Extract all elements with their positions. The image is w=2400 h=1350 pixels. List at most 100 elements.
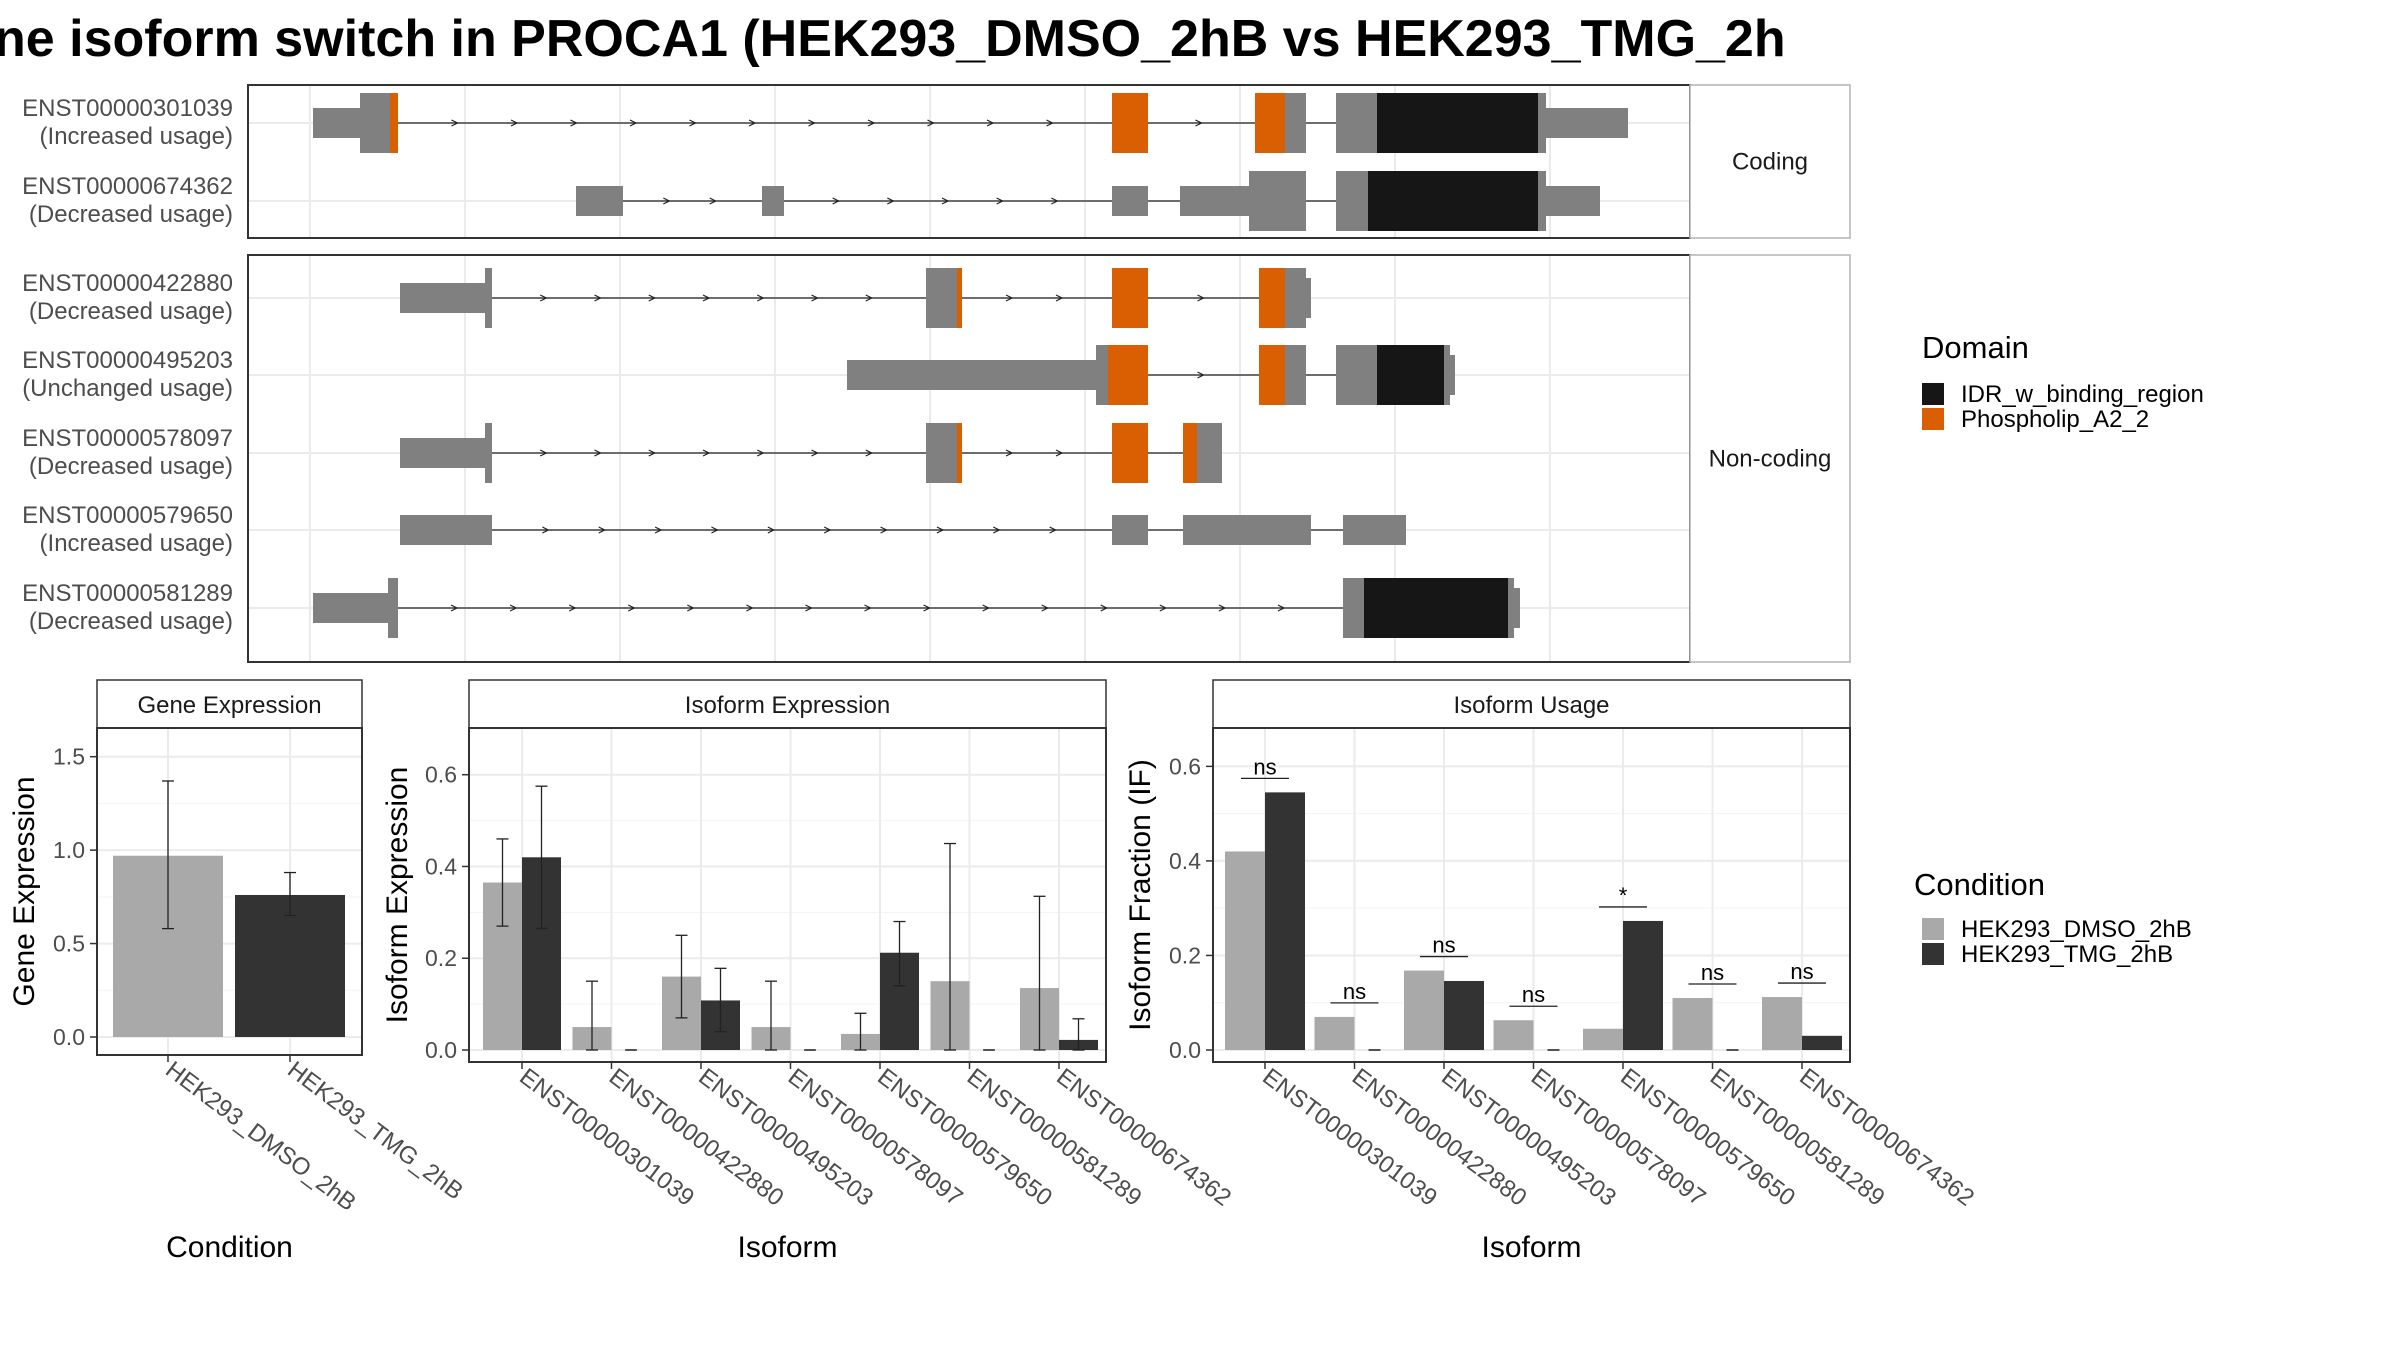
structure-panel-coding: Coding ENST00000301039(Increased usage) EN… xyxy=(22,84,1851,239)
error-bar xyxy=(1072,1018,1085,1051)
exon-block xyxy=(360,93,390,153)
figure-title: ne isoform switch in PROCA1 (HEK293_DMSO… xyxy=(0,10,1786,68)
transcript-usage-label: (Decreased usage) xyxy=(29,453,233,480)
domain-legend-label: IDR_w_binding_region xyxy=(1961,381,2204,408)
intron-arrow xyxy=(1159,604,1168,612)
transcript-model xyxy=(313,578,1520,638)
exon-block xyxy=(1180,186,1249,216)
intron-arrow xyxy=(1055,294,1064,302)
y-axis-title: Isoform Expression xyxy=(381,767,414,1024)
tmg-legend-swatch xyxy=(1922,943,1944,965)
structure-strip xyxy=(1689,84,1851,239)
intron-arrow xyxy=(1218,604,1227,612)
exon-block xyxy=(1343,515,1406,545)
idr-domain-segment xyxy=(1377,345,1444,405)
domain-legend-title: Domain xyxy=(1922,330,2029,365)
exon-block xyxy=(1336,345,1377,405)
y-tick-label: 1.5 xyxy=(53,744,85,770)
error-bar xyxy=(535,785,548,930)
error-bar xyxy=(714,967,727,1033)
tmg-bar xyxy=(1444,980,1484,1050)
transcript-id-label: ENST00000422880 xyxy=(22,270,233,297)
panel-strip xyxy=(1212,679,1851,729)
phospholip-domain-segment xyxy=(1259,268,1285,328)
transcript-model xyxy=(576,171,1600,231)
exon-block xyxy=(400,438,485,468)
y-tick-label: 0.6 xyxy=(425,762,457,788)
panel-strip-label: Isoform Usage xyxy=(1453,692,1609,719)
exon-block xyxy=(485,423,492,483)
intron-arrow xyxy=(1277,604,1286,612)
transcript-usage-label: (Decreased usage) xyxy=(29,201,233,228)
intron-arrow xyxy=(509,604,518,612)
intron-arrow xyxy=(767,526,776,534)
error-bar xyxy=(893,920,906,987)
significance-label: ns xyxy=(1522,982,1545,1007)
phospholip-domain-segment xyxy=(1255,93,1285,153)
intron-arrow xyxy=(865,449,874,457)
exon-block xyxy=(1285,268,1306,328)
dmso-bar xyxy=(1404,970,1444,1050)
exon-block xyxy=(1285,345,1306,405)
phospholip-domain-segment xyxy=(390,93,398,153)
condition-legend-title: Condition xyxy=(1914,867,2045,902)
intron-arrow xyxy=(702,449,711,457)
exon-block xyxy=(1546,186,1600,216)
panel-strip xyxy=(468,679,1107,729)
x-axis-title: Isoform xyxy=(1481,1231,1581,1264)
y-tick-label: 0.0 xyxy=(425,1037,457,1063)
transcript-id-label: ENST00000581289 xyxy=(22,580,233,607)
dmso-bar xyxy=(1672,998,1713,1050)
significance-label: ns xyxy=(1790,959,1813,984)
transcript-usage-label: (Increased usage) xyxy=(40,530,233,557)
intron-arrow xyxy=(805,604,813,612)
significance-label: * xyxy=(1619,883,1628,908)
y-tick-label: 0.0 xyxy=(53,1024,85,1050)
intron-arrow xyxy=(1005,294,1014,302)
tmg-bar xyxy=(235,894,345,1037)
exon-block xyxy=(485,268,492,328)
intron-arrow xyxy=(654,526,663,534)
intron-arrow xyxy=(941,197,950,205)
transcript-model xyxy=(313,93,1628,153)
intron-arrow xyxy=(832,197,841,205)
intron-arrow xyxy=(811,449,819,457)
transcript-id-label: ENST00000674362 xyxy=(22,173,233,200)
intron-arrow xyxy=(936,526,945,534)
intron-arrow xyxy=(756,294,765,302)
error-bar xyxy=(675,934,688,1019)
intron-arrow xyxy=(1197,371,1205,379)
intron-arrow xyxy=(510,119,519,127)
exon-block xyxy=(1343,578,1364,638)
exon-block xyxy=(313,593,388,623)
exon-block xyxy=(1538,93,1546,153)
intron-arrow xyxy=(811,294,819,302)
intron-arrow xyxy=(996,197,1005,205)
dmso-bar xyxy=(1583,1028,1623,1050)
intron-arrow xyxy=(756,449,765,457)
error-bar xyxy=(765,980,777,1051)
intron-arrow xyxy=(702,294,711,302)
panel-strip xyxy=(96,679,363,729)
exon-block xyxy=(1249,171,1306,231)
phospholip-domain-segment xyxy=(1183,423,1197,483)
phospholip-domain-segment xyxy=(1108,345,1148,405)
domain-legend: Domain IDR_w_binding_regionPhospholip_A2_… xyxy=(1922,330,2204,433)
y-axis-title: Isoform Fraction (IF) xyxy=(1124,759,1157,1031)
structure-strip xyxy=(1689,254,1851,663)
exon-block xyxy=(1112,186,1148,216)
transcript-id-label: ENST00000301039 xyxy=(22,95,233,122)
transcript-id-label: ENST00000495203 xyxy=(22,347,233,374)
significance-label: ns xyxy=(1343,979,1366,1004)
plot-background xyxy=(469,728,1106,1062)
transcript-model xyxy=(400,268,1311,328)
intron-arrow xyxy=(711,526,719,534)
intron-arrow xyxy=(1049,526,1057,534)
intron-arrow xyxy=(689,119,697,127)
y-tick-label: 0.2 xyxy=(425,945,457,971)
dmso-bar xyxy=(1493,1020,1534,1050)
exon-block xyxy=(1183,515,1311,545)
y-tick-label: 0.0 xyxy=(1169,1037,1201,1063)
chart-panel-isoform-usage: Isoform UsagensENST00000301039nsENST0000… xyxy=(1124,679,1979,1264)
exon-block xyxy=(926,423,957,483)
